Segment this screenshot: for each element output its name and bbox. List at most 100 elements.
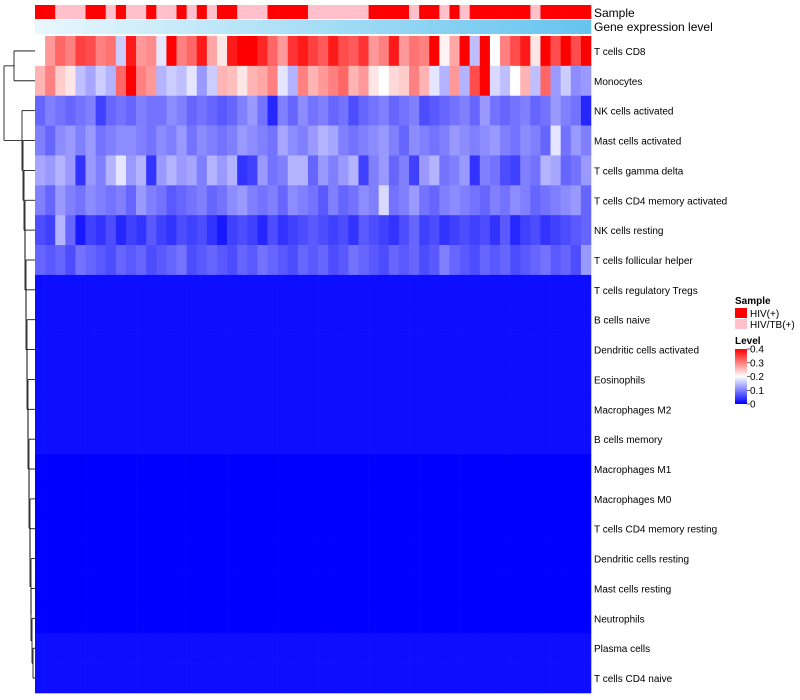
heatmap-cell	[307, 513, 319, 544]
heatmap-cell	[550, 663, 561, 694]
heatmap-cell	[115, 573, 127, 604]
heatmap-cell	[186, 394, 198, 425]
heatmap-cell	[186, 513, 198, 544]
heatmap-cell	[368, 274, 380, 306]
heatmap-cell	[570, 543, 582, 574]
sample-annotation-cell	[368, 5, 380, 19]
heatmap-cell	[267, 125, 278, 156]
heatmap-cell	[176, 334, 187, 365]
heatmap-cell	[358, 573, 369, 604]
heatmap-cell	[338, 274, 349, 306]
heatmap-cell	[297, 215, 309, 246]
heatmap-cell	[186, 95, 198, 126]
heatmap-cell	[489, 364, 501, 395]
heatmap-cell	[307, 573, 319, 604]
heatmap-cell	[95, 95, 107, 126]
heatmap-cell	[196, 394, 208, 425]
heatmap-cell	[65, 274, 76, 306]
heatmap-cell	[459, 424, 470, 455]
heatmap-cell	[348, 185, 359, 216]
heatmap-cell	[489, 334, 501, 365]
heatmap-cell	[540, 603, 551, 634]
heatmap-cell	[459, 65, 470, 97]
heatmap-cell	[267, 663, 278, 694]
heatmap-cell	[570, 663, 582, 694]
heatmap-cell	[247, 513, 258, 544]
heatmap-cell	[489, 424, 501, 455]
heatmap-cell	[530, 573, 541, 604]
heatmap-cell	[277, 513, 289, 544]
heatmap-cell	[520, 245, 531, 276]
heatmap-cell	[328, 215, 339, 246]
heatmap-cell	[136, 36, 147, 67]
heatmap-cell	[227, 573, 238, 604]
sample-annotation-cell	[105, 5, 117, 19]
heatmap-cell	[136, 334, 147, 365]
sample-annotation-cell	[125, 5, 137, 19]
heatmap-cell	[247, 334, 258, 365]
heatmap-cell	[439, 125, 450, 156]
heatmap-cell	[156, 185, 167, 216]
heatmap-cell	[45, 603, 56, 634]
heatmap-cell	[105, 543, 117, 574]
heatmap-cell	[287, 304, 299, 335]
heatmap-cell	[580, 364, 592, 395]
heatmap-cell	[510, 663, 521, 694]
heatmap-cell	[125, 364, 137, 395]
heatmap-cell	[216, 663, 228, 694]
heatmap-cell	[297, 513, 309, 544]
heatmap-cell	[307, 245, 319, 276]
heatmap-cell	[489, 573, 501, 604]
heatmap-cell	[510, 513, 521, 544]
heatmap-cell	[125, 543, 137, 574]
sample-annotation-cell	[540, 5, 551, 19]
heatmap-cell	[257, 633, 268, 664]
gene-expression-annotation-cell	[398, 20, 410, 34]
heatmap-cell	[216, 274, 228, 306]
heatmap-cell	[146, 185, 157, 216]
row-label: NK cells activated	[594, 107, 673, 118]
heatmap-cell	[206, 304, 218, 335]
heatmap-cell	[318, 394, 329, 425]
heatmap-cell	[196, 95, 208, 126]
heatmap-cell	[398, 573, 410, 604]
heatmap-cell	[257, 454, 268, 485]
heatmap-cell	[85, 304, 96, 335]
heatmap-cell	[338, 125, 349, 156]
heatmap-cell	[176, 633, 187, 664]
heatmap-cell	[398, 215, 410, 246]
heatmap-cell	[388, 483, 400, 515]
heatmap-cell	[358, 274, 369, 306]
heatmap-cell	[358, 454, 369, 485]
heatmap-cell	[115, 155, 127, 186]
heatmap-cell	[388, 513, 400, 544]
heatmap-cell	[540, 424, 551, 455]
heatmap-cell	[196, 155, 208, 186]
heatmap-cell	[287, 424, 299, 455]
heatmap-cell	[136, 394, 147, 425]
heatmap-cell	[358, 543, 369, 574]
heatmap-cell	[136, 483, 147, 515]
heatmap-cell	[65, 543, 76, 574]
heatmap-cell	[45, 334, 56, 365]
sample-annotation-cell	[307, 5, 319, 19]
heatmap-cell	[247, 304, 258, 335]
legend-tick-label: 0.4	[750, 345, 764, 356]
heatmap-cell	[166, 603, 177, 634]
heatmap-cell	[409, 364, 420, 395]
heatmap-cell	[166, 573, 177, 604]
heatmap-cell	[95, 125, 107, 156]
heatmap-cell	[65, 454, 76, 485]
gene-expression-annotation-cell	[146, 20, 157, 34]
heatmap-cell	[227, 95, 238, 126]
heatmap-cell	[328, 633, 339, 664]
heatmap-cell	[196, 573, 208, 604]
heatmap-cell	[540, 334, 551, 365]
heatmap-cell	[95, 334, 107, 365]
heatmap-cell	[479, 633, 491, 664]
heatmap-cell	[510, 364, 521, 395]
heatmap-cell	[166, 454, 177, 485]
heatmap-cell	[419, 424, 430, 455]
sample-annotation-cell	[85, 5, 96, 19]
